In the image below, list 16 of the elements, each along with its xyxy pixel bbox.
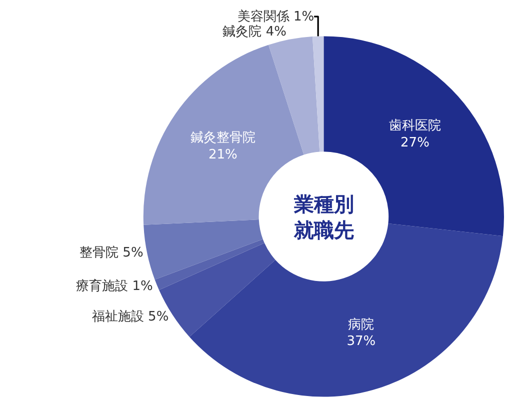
slice-label: 鍼灸院 4% [222, 24, 286, 40]
data-label: 37% [346, 334, 376, 350]
data-label: 21% [208, 148, 238, 163]
slice-label: 福祉施設 5% [92, 309, 169, 324]
slice-label: 歯科医院 [388, 118, 441, 134]
slice-label: 病院 [348, 317, 374, 332]
donut-slice [144, 220, 263, 280]
donut-slice [312, 36, 324, 152]
donut-slice [154, 239, 264, 290]
slice-label: 美容関係 1% [237, 8, 314, 25]
slice-label: 整骨院 5% [80, 246, 144, 261]
donut-slice [268, 36, 320, 155]
data-label: 27% [400, 136, 430, 151]
text: 業種別就職先 [293, 192, 354, 242]
slice-label: 鍼灸整骨院 [190, 130, 256, 146]
slice-label: 療育施設 1% [76, 278, 153, 294]
